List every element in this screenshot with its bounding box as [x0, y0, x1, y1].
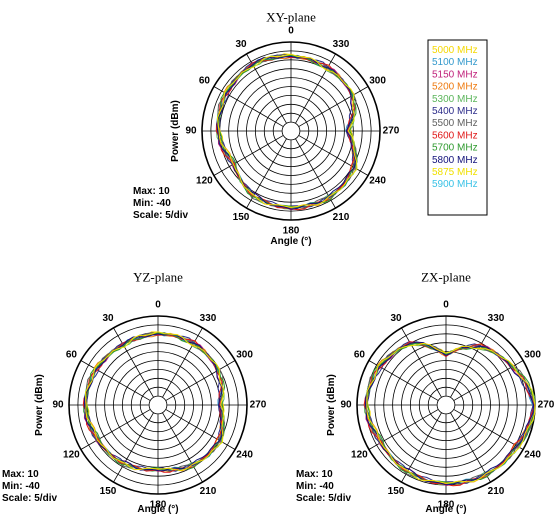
scale-info-line: Min: -40	[2, 481, 40, 492]
polar-grid-spoke	[401, 327, 442, 398]
angle-tick-label: 210	[333, 212, 350, 223]
angle-tick-label: 120	[63, 450, 80, 461]
scale-info-line: Max: 10	[133, 186, 170, 197]
angle-tick-label: 0	[155, 300, 161, 311]
x-axis-label: Angle (°)	[137, 504, 178, 515]
zx-plane-chart: ZX-plane 0 330 300 270 240 210 180 150 120 90 60 30 P…	[296, 270, 555, 515]
polar-grid-spoke	[165, 360, 236, 401]
series-trace-5875-mhz	[216, 53, 358, 208]
series-trace-5875-mhz	[85, 331, 225, 472]
angle-tick-label: 330	[200, 313, 217, 324]
x-axis-label: Angle (°)	[425, 504, 466, 515]
angle-tick-label: 270	[250, 400, 267, 411]
polar-grid-spoke	[450, 327, 491, 398]
polar-grid-spoke	[453, 409, 524, 450]
angle-tick-label: 30	[235, 39, 247, 50]
polar-grid-spoke	[162, 412, 203, 483]
yz-plane-chart: YZ-plane 0 330 300 270 240 210 180 150 120 90 60 30 P…	[2, 270, 267, 515]
scale-info-line: Scale: 5/div	[2, 493, 57, 504]
angle-tick-label: 180	[438, 500, 455, 511]
legend-item: 5200 MHz	[432, 82, 478, 93]
angle-tick-label: 150	[233, 212, 250, 223]
legend-item: 5150 MHz	[432, 69, 478, 80]
x-axis-label: Angle (°)	[270, 236, 311, 247]
angle-tick-label: 60	[199, 76, 211, 87]
angle-tick-label: 90	[185, 126, 197, 137]
legend-item: 5000 MHz	[432, 45, 478, 56]
scale-info-line: Min: -40	[296, 481, 334, 492]
angle-tick-label: 270	[383, 126, 400, 137]
scale-info-line: Max: 10	[2, 469, 39, 480]
chart-title: ZX-plane	[421, 270, 471, 285]
angle-tick-label: 90	[340, 400, 352, 411]
legend-item: 5900 MHz	[432, 179, 478, 190]
polar-grid-spoke	[162, 327, 203, 398]
angle-tick-label: 120	[196, 176, 213, 187]
angle-tick-label: 300	[236, 350, 253, 361]
legend-item: 5400 MHz	[432, 106, 478, 117]
angle-tick-label: 90	[52, 400, 64, 411]
angle-tick-label: 120	[351, 450, 368, 461]
angle-tick-label: 0	[288, 26, 294, 37]
legend-item: 5300 MHz	[432, 94, 478, 105]
chart-title: YZ-plane	[133, 270, 183, 285]
angle-tick-label: 180	[150, 500, 167, 511]
series-trace-5800-mhz	[216, 55, 357, 210]
angle-tick-label: 210	[200, 486, 217, 497]
angle-tick-label: 330	[488, 313, 505, 324]
angle-tick-label: 150	[388, 486, 405, 497]
legend-item: 5800 MHz	[432, 155, 478, 166]
scale-info-line: Max: 10	[296, 469, 333, 480]
legend-item: 5875 MHz	[432, 167, 478, 178]
angle-tick-label: 30	[102, 313, 114, 324]
angle-tick-label: 60	[354, 350, 366, 361]
polar-grid-spoke	[113, 327, 154, 398]
y-axis-label: Power (dBm)	[34, 374, 45, 436]
angle-tick-label: 0	[443, 300, 449, 311]
series-trace-5800-mhz	[83, 333, 223, 472]
scale-info-line: Scale: 5/div	[296, 493, 351, 504]
series-trace-5875-mhz	[366, 342, 536, 484]
angle-tick-label: 300	[369, 76, 386, 87]
polar-grid-spoke	[80, 360, 151, 401]
angle-tick-label: 180	[283, 226, 300, 237]
angle-tick-label: 240	[236, 450, 253, 461]
angle-tick-label: 240	[369, 176, 386, 187]
angle-tick-label: 330	[333, 39, 350, 50]
y-axis-label: Power (dBm)	[170, 100, 181, 162]
polar-grid-spoke	[298, 86, 369, 127]
legend-item: 5600 MHz	[432, 130, 478, 141]
angle-tick-label: 150	[100, 486, 117, 497]
legend-box	[427, 39, 488, 216]
legend-item: 5500 MHz	[432, 118, 478, 129]
angle-tick-label: 30	[390, 313, 402, 324]
scale-info-line: Min: -40	[133, 198, 171, 209]
scale-info-line: Scale: 5/div	[133, 210, 188, 221]
y-axis-label: Power (dBm)	[326, 374, 337, 436]
chart-title: XY-plane	[266, 10, 316, 25]
polar-grid-spoke	[368, 360, 439, 401]
legend-item: 5700 MHz	[432, 143, 478, 154]
polar-grid-spoke	[450, 412, 491, 483]
polar-grid-spoke	[80, 409, 151, 450]
legend-item: 5100 MHz	[432, 57, 478, 68]
polar-grid-spoke	[213, 135, 284, 176]
angle-tick-label: 300	[524, 350, 541, 361]
angle-tick-label: 210	[488, 486, 505, 497]
series-trace-5800-mhz	[365, 341, 535, 486]
angle-tick-label: 60	[66, 350, 78, 361]
polar-grid-spoke	[113, 412, 154, 483]
angle-tick-label: 240	[524, 450, 541, 461]
polar-grid-spoke	[165, 409, 236, 450]
angle-tick-label: 270	[538, 400, 555, 411]
